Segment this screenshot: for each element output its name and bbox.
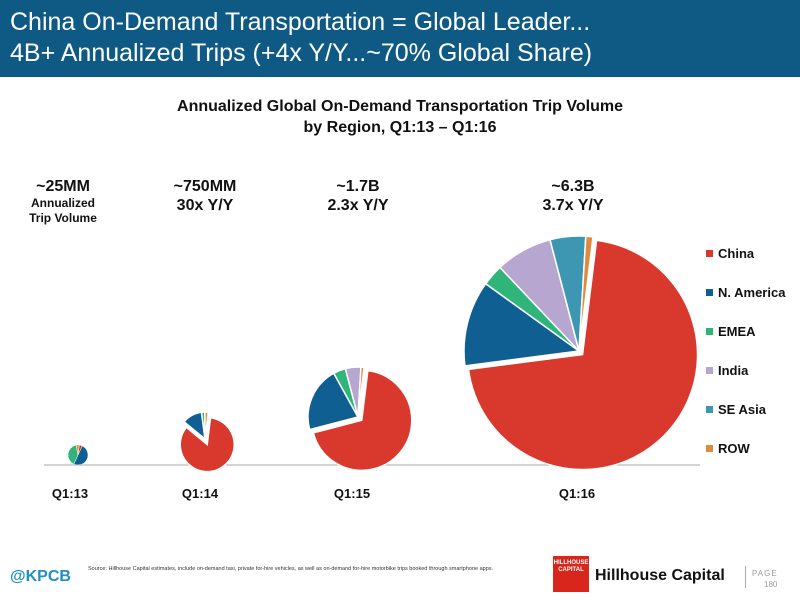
page-number: 180 xyxy=(764,580,778,589)
x-tick-label: Q1:16 xyxy=(558,486,596,501)
pie-q1-14 xyxy=(179,411,235,473)
slide-title-line-2: 4B+ Annualized Trips (+4x Y/Y...~70% Glo… xyxy=(10,39,593,67)
pie-slice-row xyxy=(204,411,210,440)
annotation-q1-16: ~6.3B 3.7x Y/Y xyxy=(542,177,603,215)
legend-item-emea: EMEA xyxy=(706,324,756,339)
pie-q1-15 xyxy=(307,366,413,472)
legend-swatch xyxy=(706,328,713,335)
legend-label: China xyxy=(718,246,755,261)
legend-label: N. America xyxy=(718,285,786,300)
pie-slice-row xyxy=(75,444,80,456)
page-divider xyxy=(745,566,746,588)
legend-swatch xyxy=(706,445,713,452)
x-tick-label: Q1:15 xyxy=(333,486,371,501)
page-label: PAGE xyxy=(752,569,778,578)
annotation-volume: ~25MM xyxy=(36,178,90,195)
annotation-q1-14: ~750MM 30x Y/Y xyxy=(174,177,237,215)
pie-slice-n-america xyxy=(463,282,581,367)
legend-label: SE Asia xyxy=(718,402,766,417)
hillhouse-logo: HILLHOUSE CAPITAL xyxy=(553,556,589,592)
pie-slice-china xyxy=(179,416,235,473)
legend-item-se-asia: SE Asia xyxy=(706,402,766,417)
kpcb-handle: @KPCB xyxy=(10,568,71,585)
pie-slice-row xyxy=(357,366,365,418)
x-tick-label: Q1:14 xyxy=(181,486,219,501)
source-note: Source: Hillhouse Capital estimates, inc… xyxy=(88,566,494,572)
annotation-q1-15: ~1.7B 2.3x Y/Y xyxy=(327,177,388,215)
annotation-growth: 30x Y/Y xyxy=(176,197,234,214)
pie-slice-china xyxy=(312,369,413,472)
annotation-note: Annualized xyxy=(30,196,96,210)
slide-header: China On-Demand Transportation = Global … xyxy=(0,0,800,77)
annotation-volume: ~6.3B xyxy=(551,178,595,195)
annotation-note: Trip Volume xyxy=(29,211,97,225)
annotation-growth: 3.7x Y/Y xyxy=(542,197,604,214)
legend-swatch xyxy=(706,289,713,296)
legend-item-china: China xyxy=(706,246,754,261)
legend-label: EMEA xyxy=(718,324,756,339)
pie-q1-16 xyxy=(463,235,699,471)
pie-slice-emea xyxy=(67,444,79,465)
annotation-volume: ~1.7B xyxy=(336,178,380,195)
slide-title-line-1: China On-Demand Transportation = Global … xyxy=(10,8,591,36)
chart-subtitle: by Region, Q1:13 – Q1:16 xyxy=(303,119,497,136)
annotation-volume: ~750MM xyxy=(173,178,237,195)
annotation-growth: 2.3x Y/Y xyxy=(327,197,389,214)
pie-slice-n-america xyxy=(73,445,89,466)
legend-label: India xyxy=(718,363,749,378)
x-tick-label: Q1:13 xyxy=(51,486,89,501)
brand-name: Hillhouse Capital xyxy=(595,567,725,584)
legend-swatch xyxy=(706,367,713,374)
legend-swatch xyxy=(706,406,713,413)
chart-title: Annualized Global On-Demand Transportati… xyxy=(177,98,623,115)
legend-label: ROW xyxy=(718,441,750,456)
legend-item-india: India xyxy=(706,363,748,378)
legend-swatch xyxy=(706,250,713,257)
pie-slice-china xyxy=(467,239,699,471)
pie-slice-n-america xyxy=(307,372,360,431)
pie-slice-row xyxy=(578,235,594,352)
legend-item-row: ROW xyxy=(706,441,750,456)
pie-q1-13 xyxy=(67,444,89,466)
legend-item-n-america: N. America xyxy=(706,285,785,300)
annotation-q1-13: ~25MM Annualized Trip Volume xyxy=(29,177,97,226)
